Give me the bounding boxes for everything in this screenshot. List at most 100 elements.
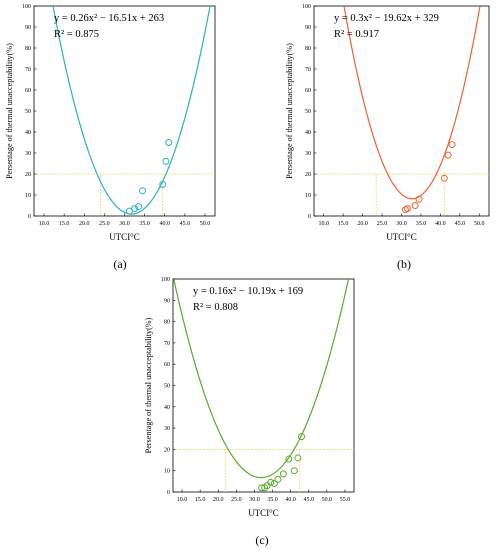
y-tick-label: 80 bbox=[164, 320, 170, 326]
x-tick-label: 45.0 bbox=[304, 497, 315, 503]
y-tick-label: 40 bbox=[305, 130, 311, 136]
x-tick-label: 15.0 bbox=[59, 221, 70, 227]
y-tick-label: 30 bbox=[164, 426, 170, 432]
y-tick-label: 80 bbox=[25, 46, 31, 52]
data-point bbox=[270, 479, 278, 487]
x-tick-label: 40.0 bbox=[159, 221, 170, 227]
y-tick-label: 50 bbox=[164, 384, 170, 390]
x-tick-label: 25.0 bbox=[99, 221, 110, 227]
y-tick-label: 20 bbox=[164, 447, 170, 453]
x-tick-label: 55.0 bbox=[340, 497, 351, 503]
y-tick-label: 40 bbox=[25, 130, 31, 136]
fit-equation: y = 0.16x² − 10.19x + 169 bbox=[193, 286, 303, 297]
x-tick-label: 15.0 bbox=[338, 221, 349, 227]
r-squared: R² = 0.808 bbox=[193, 302, 238, 313]
chart-panel-1: 0 10 20 30 40 50 60 70 80 90 100 10.0 15.0 20.0 25.0 30… bbox=[5, 4, 216, 271]
x-tick-label: 35.0 bbox=[139, 221, 150, 227]
data-point bbox=[290, 467, 298, 475]
data-point bbox=[131, 205, 139, 213]
data-point bbox=[279, 470, 287, 478]
x-tick-label: 45.0 bbox=[455, 221, 466, 227]
y-tick-label: 30 bbox=[25, 151, 31, 157]
data-point bbox=[298, 433, 306, 441]
y-tick-label: 100 bbox=[302, 4, 311, 10]
data-point bbox=[159, 181, 167, 188]
y-tick-label: 60 bbox=[25, 88, 31, 94]
x-tick-label: 10.0 bbox=[318, 221, 329, 227]
x-axis-label: UTCI°C bbox=[109, 232, 140, 242]
fit-equation: y = 0.3x² − 19.62x + 329 bbox=[334, 13, 439, 24]
x-tick-label: 10.0 bbox=[177, 497, 188, 503]
y-tick-label: 40 bbox=[164, 405, 170, 411]
panel-label: (a) bbox=[113, 257, 126, 271]
y-tick-label: 50 bbox=[305, 109, 311, 115]
chart-panel-2: 0 10 20 30 40 50 60 70 80 90 100 10.0 15.0 20.0 25.0 30… bbox=[285, 4, 490, 271]
y-tick-label: 0 bbox=[28, 214, 31, 220]
x-tick-label: 35.0 bbox=[267, 497, 278, 503]
data-point bbox=[440, 174, 448, 182]
x-tick-label: 50.0 bbox=[200, 221, 211, 227]
x-tick-label: 20.0 bbox=[79, 221, 90, 227]
y-tick-label: 60 bbox=[164, 362, 170, 368]
y-tick-label: 10 bbox=[305, 193, 311, 199]
data-point bbox=[415, 195, 423, 203]
y-axis-label: Persentage of thermal unacceptability(%) bbox=[5, 43, 14, 179]
fit-equation: y = 0.26x² − 16.51x + 263 bbox=[54, 13, 164, 24]
data-point bbox=[411, 202, 419, 209]
data-point bbox=[135, 203, 143, 211]
y-tick-label: 70 bbox=[164, 341, 170, 347]
x-tick-label: 30.0 bbox=[119, 221, 130, 227]
data-point bbox=[448, 141, 456, 149]
x-tick-label: 40.0 bbox=[435, 221, 446, 227]
x-tick-label: 20.0 bbox=[357, 221, 368, 227]
y-tick-label: 100 bbox=[22, 4, 31, 10]
fit-curve bbox=[343, 6, 481, 200]
x-tick-label: 25.0 bbox=[231, 497, 242, 503]
x-tick-label: 10.0 bbox=[39, 221, 50, 227]
y-tick-label: 80 bbox=[305, 46, 311, 52]
y-tick-label: 100 bbox=[161, 277, 170, 283]
y-tick-label: 10 bbox=[164, 469, 170, 475]
x-tick-label: 20.0 bbox=[213, 497, 224, 503]
y-axis-label: Persentage of thermal unacceptability(%) bbox=[144, 317, 153, 453]
y-tick-label: 90 bbox=[164, 298, 170, 304]
data-point bbox=[403, 205, 411, 213]
y-axis-label: Persentage of thermal unacceptability(%) bbox=[285, 43, 294, 179]
y-tick-label: 0 bbox=[167, 490, 170, 496]
fit-curve bbox=[52, 6, 211, 215]
data-point bbox=[285, 455, 293, 463]
y-tick-label: 50 bbox=[25, 109, 31, 115]
data-point bbox=[274, 475, 282, 483]
y-tick-label: 90 bbox=[25, 25, 31, 31]
panel-label: (b) bbox=[397, 257, 411, 271]
x-tick-label: 50.0 bbox=[474, 221, 485, 227]
y-tick-label: 60 bbox=[305, 88, 311, 94]
y-tick-label: 20 bbox=[305, 172, 311, 178]
x-tick-label: 45.0 bbox=[180, 221, 191, 227]
data-point bbox=[162, 157, 170, 165]
x-tick-label: 30.0 bbox=[249, 497, 260, 503]
panel-label: (c) bbox=[255, 533, 268, 547]
data-point bbox=[139, 187, 147, 195]
data-point bbox=[444, 151, 452, 159]
y-tick-label: 10 bbox=[25, 193, 31, 199]
y-tick-label: 30 bbox=[305, 151, 311, 157]
r-squared: R² = 0.875 bbox=[54, 29, 99, 40]
data-point bbox=[165, 139, 173, 146]
x-tick-label: 25.0 bbox=[377, 221, 388, 227]
x-tick-label: 50.0 bbox=[322, 497, 333, 503]
r-squared: R² = 0.917 bbox=[334, 29, 379, 40]
x-tick-label: 30.0 bbox=[396, 221, 407, 227]
y-tick-label: 90 bbox=[305, 25, 311, 31]
x-tick-label: 40.0 bbox=[285, 497, 296, 503]
y-tick-label: 70 bbox=[305, 67, 311, 73]
data-point bbox=[294, 454, 302, 462]
fit-curve bbox=[173, 279, 350, 479]
x-tick-label: 15.0 bbox=[195, 497, 206, 503]
x-tick-label: 35.0 bbox=[416, 221, 427, 227]
y-tick-label: 20 bbox=[25, 172, 31, 178]
y-tick-label: 0 bbox=[308, 214, 311, 220]
chart-panel-3: 0 10 20 30 40 50 60 70 80 90 100 10.0 15.0 20.0 25.0 30… bbox=[144, 277, 355, 547]
y-tick-label: 70 bbox=[25, 67, 31, 73]
